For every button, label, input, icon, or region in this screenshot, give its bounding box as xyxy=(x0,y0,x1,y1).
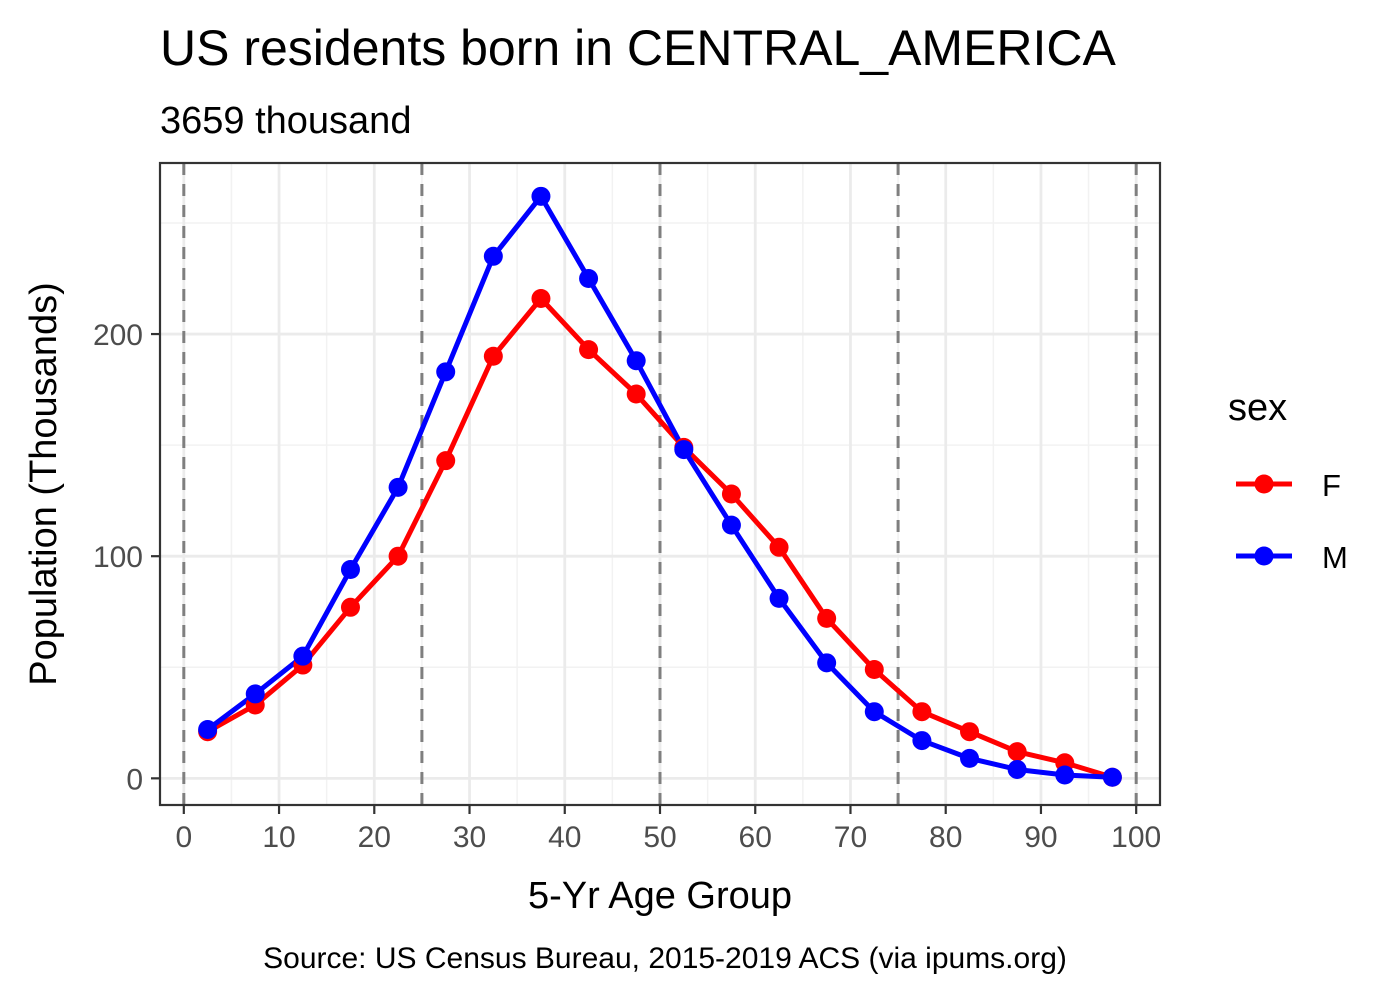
y-tick-label: 100 xyxy=(93,541,143,574)
data-point-M xyxy=(579,269,599,289)
data-point-F xyxy=(769,537,789,557)
legend-label-M: M xyxy=(1322,540,1348,575)
x-tick-label: 0 xyxy=(175,821,192,854)
chart-caption: Source: US Census Bureau, 2015-2019 ACS … xyxy=(263,942,1067,975)
y-tick-label: 0 xyxy=(126,763,143,796)
reference-lines xyxy=(182,163,1138,805)
y-tick-label: 200 xyxy=(93,319,143,352)
x-tick-label: 100 xyxy=(1111,821,1161,854)
data-point-M xyxy=(817,653,837,673)
chart-subtitle: 3659 thousand xyxy=(160,100,411,142)
x-tick-label: 60 xyxy=(739,821,772,854)
data-point-F xyxy=(483,346,503,366)
x-tick-label: 30 xyxy=(453,821,486,854)
data-point-F xyxy=(340,597,360,617)
x-tick-label: 70 xyxy=(834,821,867,854)
x-tick-label: 50 xyxy=(643,821,676,854)
data-point-M xyxy=(864,702,884,722)
data-point-M xyxy=(293,646,313,666)
data-point-M xyxy=(245,684,265,704)
y-axis-ticks: 0 100 200 xyxy=(93,319,160,796)
x-tick-label: 80 xyxy=(929,821,962,854)
data-point-F xyxy=(626,384,646,404)
data-point-M xyxy=(960,748,980,768)
data-point-M xyxy=(721,515,741,535)
data-point-M xyxy=(198,719,218,739)
x-tick-label: 20 xyxy=(358,821,391,854)
data-point-F xyxy=(579,340,599,360)
data-point-F xyxy=(436,451,456,471)
legend-label-F: F xyxy=(1322,468,1341,503)
legend: sex F M xyxy=(1228,387,1348,575)
x-tick-label: 40 xyxy=(548,821,581,854)
series-points xyxy=(198,186,1122,787)
data-point-F xyxy=(864,659,884,679)
x-tick-label: 10 xyxy=(262,821,295,854)
chart-title: US residents born in CENTRAL_AMERICA xyxy=(160,20,1117,76)
data-point-M xyxy=(626,351,646,371)
data-point-M xyxy=(388,477,408,497)
x-tick-label: 90 xyxy=(1024,821,1057,854)
legend-key-point-F xyxy=(1254,474,1274,494)
y-axis-title: Population (Thousands) xyxy=(23,282,65,685)
data-point-M xyxy=(769,588,789,608)
data-point-M xyxy=(1055,765,1075,785)
data-point-M xyxy=(436,362,456,382)
data-point-F xyxy=(721,484,741,504)
data-point-M xyxy=(483,246,503,266)
legend-title: sex xyxy=(1228,387,1287,429)
data-point-M xyxy=(531,186,551,206)
legend-key-point-M xyxy=(1254,546,1274,566)
data-point-M xyxy=(1102,767,1122,787)
x-axis-title: 5-Yr Age Group xyxy=(528,875,792,917)
data-point-M xyxy=(340,560,360,580)
data-point-M xyxy=(1007,759,1027,779)
data-point-F xyxy=(1007,742,1027,762)
data-point-F xyxy=(388,546,408,566)
data-point-F xyxy=(912,702,932,722)
data-point-F xyxy=(817,608,837,628)
data-point-F xyxy=(960,722,980,742)
data-point-F xyxy=(531,289,551,309)
data-point-M xyxy=(674,440,694,460)
x-axis-ticks: 0 10 20 30 40 50 60 70 80 90 100 xyxy=(175,805,1161,854)
data-point-M xyxy=(912,731,932,751)
